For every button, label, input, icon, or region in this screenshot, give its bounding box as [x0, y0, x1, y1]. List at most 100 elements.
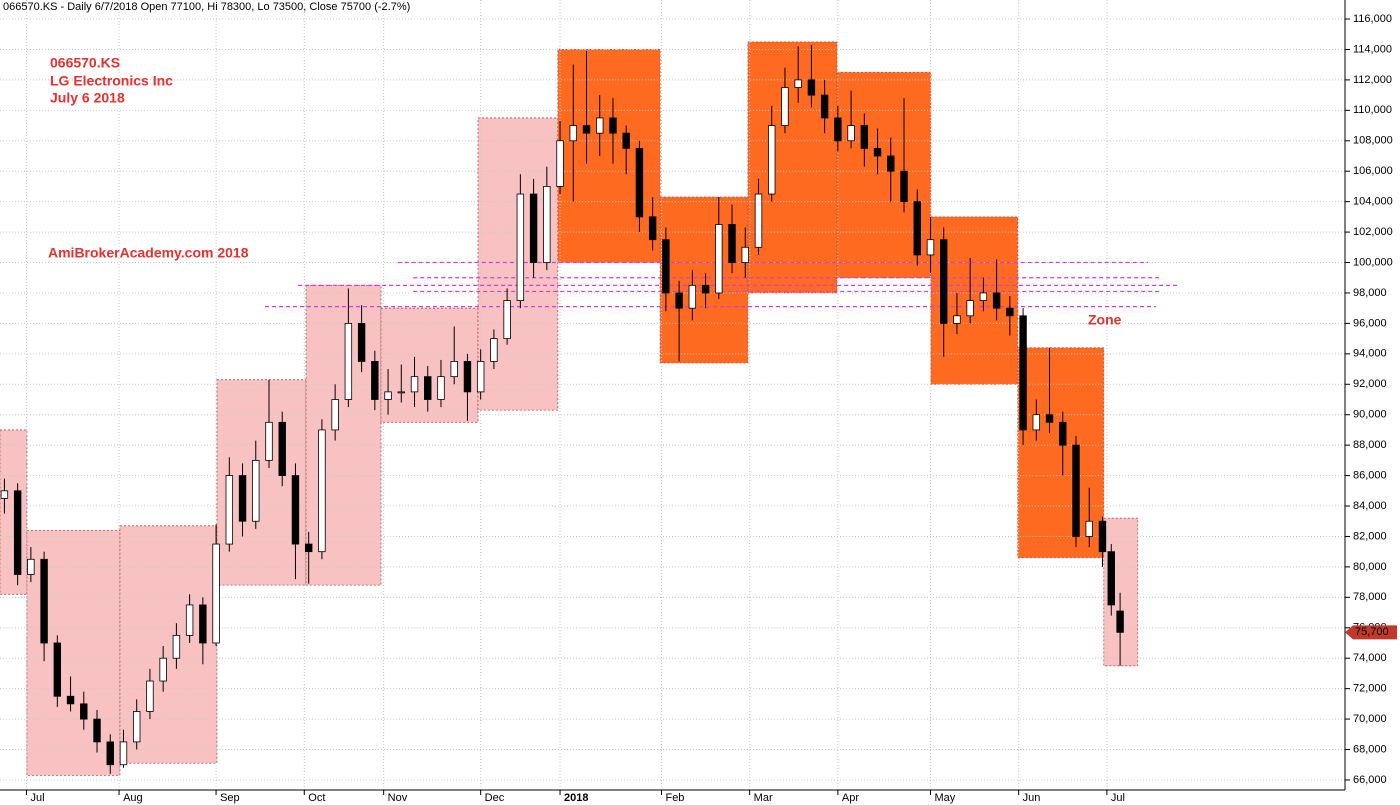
candle-body [371, 361, 379, 400]
candle-body [265, 421, 273, 461]
candle-body [225, 475, 234, 545]
candle-body [66, 695, 75, 705]
candle-body [424, 376, 432, 400]
y-tick-label: 102,000 [1353, 226, 1393, 238]
candle-body [675, 292, 683, 309]
candles [0, 44, 1124, 774]
candle-body [1006, 307, 1014, 317]
annotation: Zone [1088, 312, 1122, 328]
x-tick-label: Aug [123, 792, 143, 804]
candle-body [53, 642, 62, 697]
y-tick-label: 88,000 [1353, 439, 1387, 451]
candle-body [596, 117, 604, 134]
candle-body [1085, 520, 1093, 537]
candle-body [900, 170, 908, 203]
candle-body [635, 147, 644, 218]
candle-body [357, 322, 366, 362]
y-tick-label: 108,000 [1353, 135, 1393, 147]
price-tag-label: 75,700 [1355, 626, 1389, 638]
candle-body [741, 246, 749, 263]
candle-body [93, 718, 101, 743]
candle-body [701, 284, 710, 294]
candle-body [159, 657, 167, 682]
y-tick-label: 82,000 [1353, 530, 1387, 542]
candle-body [939, 239, 948, 324]
candle-body [715, 224, 723, 294]
y-tick-label: 110,000 [1353, 104, 1392, 116]
x-tick-label: Oct [308, 792, 325, 804]
candle-body [781, 87, 789, 126]
candle-body [146, 680, 154, 712]
candle-body [252, 459, 260, 522]
y-tick-label: 72,000 [1353, 683, 1387, 695]
candle-body [569, 125, 577, 142]
candle-body [847, 125, 855, 142]
candle-body [238, 475, 247, 522]
candle-body [754, 193, 763, 248]
candle-body [860, 125, 869, 149]
y-tick-label: 98,000 [1353, 287, 1387, 299]
candle-body [450, 361, 458, 378]
y-tick-label: 100,000 [1353, 256, 1393, 268]
price-tag [1345, 625, 1397, 640]
candle-body [887, 155, 895, 172]
candle-body [318, 429, 326, 553]
candle-body [648, 216, 657, 241]
levels [265, 261, 1178, 308]
x-tick-label: Mar [754, 792, 773, 804]
y-tick-label: 114,000 [1353, 43, 1392, 55]
candle-body [40, 558, 48, 644]
y-tick-label: 106,000 [1353, 165, 1393, 177]
x-tick-label: Sep [220, 792, 240, 804]
candle-body [1116, 610, 1124, 633]
candle-body [926, 239, 935, 256]
candle-body [820, 94, 829, 119]
candle-body [953, 315, 961, 324]
zone [747, 41, 838, 294]
x-tick-label: Jul [30, 792, 44, 804]
candle-body [476, 361, 485, 393]
candle-body [410, 376, 419, 393]
candle-body [13, 490, 22, 575]
candle-body [609, 117, 617, 134]
candle-body [622, 132, 630, 149]
candle-body [106, 741, 114, 766]
candle-body [291, 475, 300, 545]
candle-body [1045, 414, 1054, 423]
y-tick-label: 94,000 [1353, 348, 1387, 360]
x-tick-label: Nov [388, 792, 408, 804]
x-tick-label: May [934, 792, 955, 804]
candle-body [1098, 520, 1107, 553]
candle-body [397, 391, 406, 394]
candle-body [834, 117, 842, 142]
y-tick-label: 96,000 [1353, 317, 1387, 329]
candle-body [490, 338, 498, 362]
candle-body [304, 543, 313, 553]
y-tick-label: 84,000 [1353, 500, 1387, 512]
candle-body [1107, 551, 1115, 606]
x-tick-label: Apr [842, 792, 859, 804]
y-tick-label: 74,000 [1353, 652, 1387, 664]
candle-body [1019, 315, 1027, 431]
x-tick-label: Feb [665, 792, 684, 804]
candle-body [1032, 414, 1041, 431]
candle-body [556, 140, 564, 187]
x-tick-label: Jul [1111, 792, 1125, 804]
candle-body [503, 300, 511, 340]
candle-body [331, 399, 339, 431]
candle-body [172, 634, 181, 659]
zone [305, 284, 382, 586]
candle-body [463, 361, 472, 393]
y-tick-label: 116,000 [1353, 13, 1392, 25]
candle-body [992, 292, 1001, 309]
candle-body [1059, 421, 1067, 446]
candle-body [794, 79, 802, 88]
y-tick-label: 86,000 [1353, 469, 1387, 481]
y-tick-label: 68,000 [1353, 743, 1387, 755]
y-tick-label: 78,000 [1353, 591, 1387, 603]
annotation: 066570.KS [50, 55, 120, 71]
candle-body [0, 490, 9, 499]
candle-body [913, 201, 921, 256]
candle-body [979, 292, 988, 301]
